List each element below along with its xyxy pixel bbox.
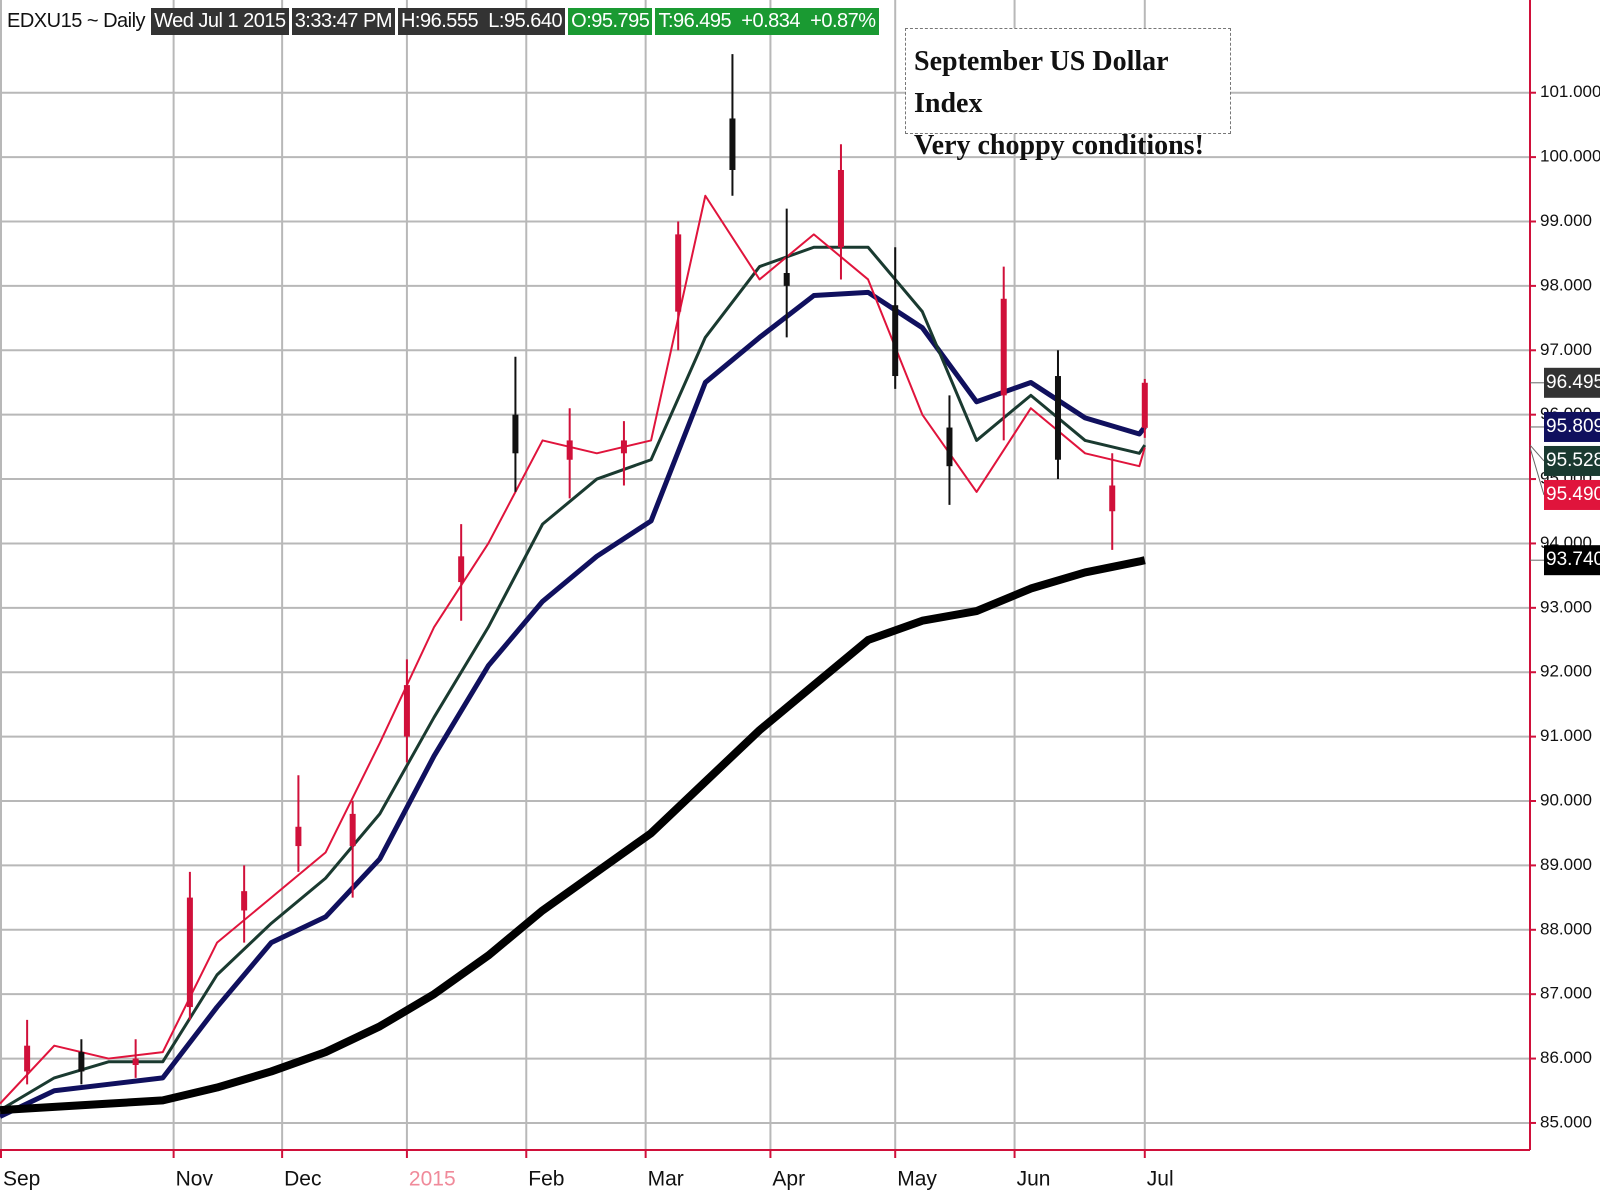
x-tick-label: May [897,1168,937,1191]
last-value-box [1544,445,1600,476]
last-value-label: 95.809 [1546,416,1600,437]
ma-line [0,556,1146,1115]
candle-body [946,427,953,467]
x-tick-label: Apr [772,1168,805,1191]
candle-body [349,813,356,847]
candle-body [458,556,465,583]
x-tick-label: Dec [284,1168,321,1191]
last-value-label: 95.528 [1546,450,1600,471]
candle-body [241,891,248,911]
date: Wed Jul 1 2015 [151,8,289,35]
candle-body [675,234,682,312]
candle-body [186,897,193,1008]
y-tick-label: 97.000 [1540,340,1592,359]
y-tick-label: 100.000 [1540,147,1600,166]
candle-body [295,826,302,847]
candle-body [78,1052,85,1072]
net-change: +0.834 [741,10,801,32]
last-value-box [1544,479,1600,510]
candle-body [892,305,899,377]
y-tick-label: 90.000 [1540,790,1592,809]
x-tick-label: Feb [528,1168,564,1191]
y-tick-label: 86.000 [1540,1048,1592,1067]
y-tick-label: 87.000 [1540,984,1592,1003]
open: O:95.795 [568,8,653,35]
change: T:96.495 +0.834 +0.87% [655,8,879,35]
y-tick-label: 92.000 [1540,662,1592,681]
label-connector [1529,447,1545,496]
y-tick-label: 99.000 [1540,211,1592,230]
y-tick-label: 85.000 [1540,1112,1592,1131]
last: T:96.495 [658,10,732,32]
label-connector [1529,444,1545,462]
candle-body [1054,376,1061,460]
last-value-label: 96.495 [1546,372,1600,393]
candle-body [403,685,410,737]
y-tick-label: 98.000 [1540,275,1592,294]
candle-body [783,273,790,286]
candle-body [837,169,844,248]
annotation: September US Dollar Index Very choppy co… [905,28,1231,161]
ma-line [0,289,1147,1119]
ma-line [0,245,1147,1112]
pct-change: +0.87% [810,10,876,32]
last-value-box [1544,411,1600,442]
high: H:96.555 [400,10,479,32]
candle-body [620,440,627,454]
candle-body [24,1045,31,1072]
high-low: H:96.555 L:95.640 [397,8,566,35]
candle-body [729,118,736,170]
x-tick-label: Jun [1017,1168,1051,1191]
candle-body [132,1058,139,1066]
ma-line [0,194,1146,1105]
y-tick-label: 89.000 [1540,855,1592,874]
last-value-box [1544,545,1600,576]
x-tick-label: Jul [1147,1168,1174,1191]
x-tick-label: Mar [648,1168,684,1191]
candle-body [1141,382,1148,428]
candle-body [1109,485,1116,512]
x-tick-label: Sep [3,1168,40,1191]
y-tick-label: 88.000 [1540,919,1592,938]
x-tick-label: 2015 [409,1168,456,1191]
last-value-label: 95.490 [1546,484,1600,505]
y-tick-label: 101.000 [1540,82,1600,101]
annotation-line: Very choppy conditions! [914,130,1204,161]
symbol: EDXU15 ~ Daily [7,10,146,32]
y-tick-label: 93.000 [1540,597,1592,616]
last-value-label: 93.740 [1546,549,1600,570]
candle-body [1000,298,1007,396]
y-tick-label: 91.000 [1540,726,1592,745]
time: 3:33:47 PM [291,8,395,35]
last-value-box [1544,367,1600,398]
annotation-line: September US Dollar Index [914,46,1169,119]
x-tick-label: Nov [176,1168,214,1191]
candle-body [512,414,519,454]
candle-body [566,440,573,460]
header-bar: EDXU15 ~ Daily Wed Jul 1 2015 3:33:47 PM… [4,8,879,35]
low: L:95.640 [488,10,563,32]
